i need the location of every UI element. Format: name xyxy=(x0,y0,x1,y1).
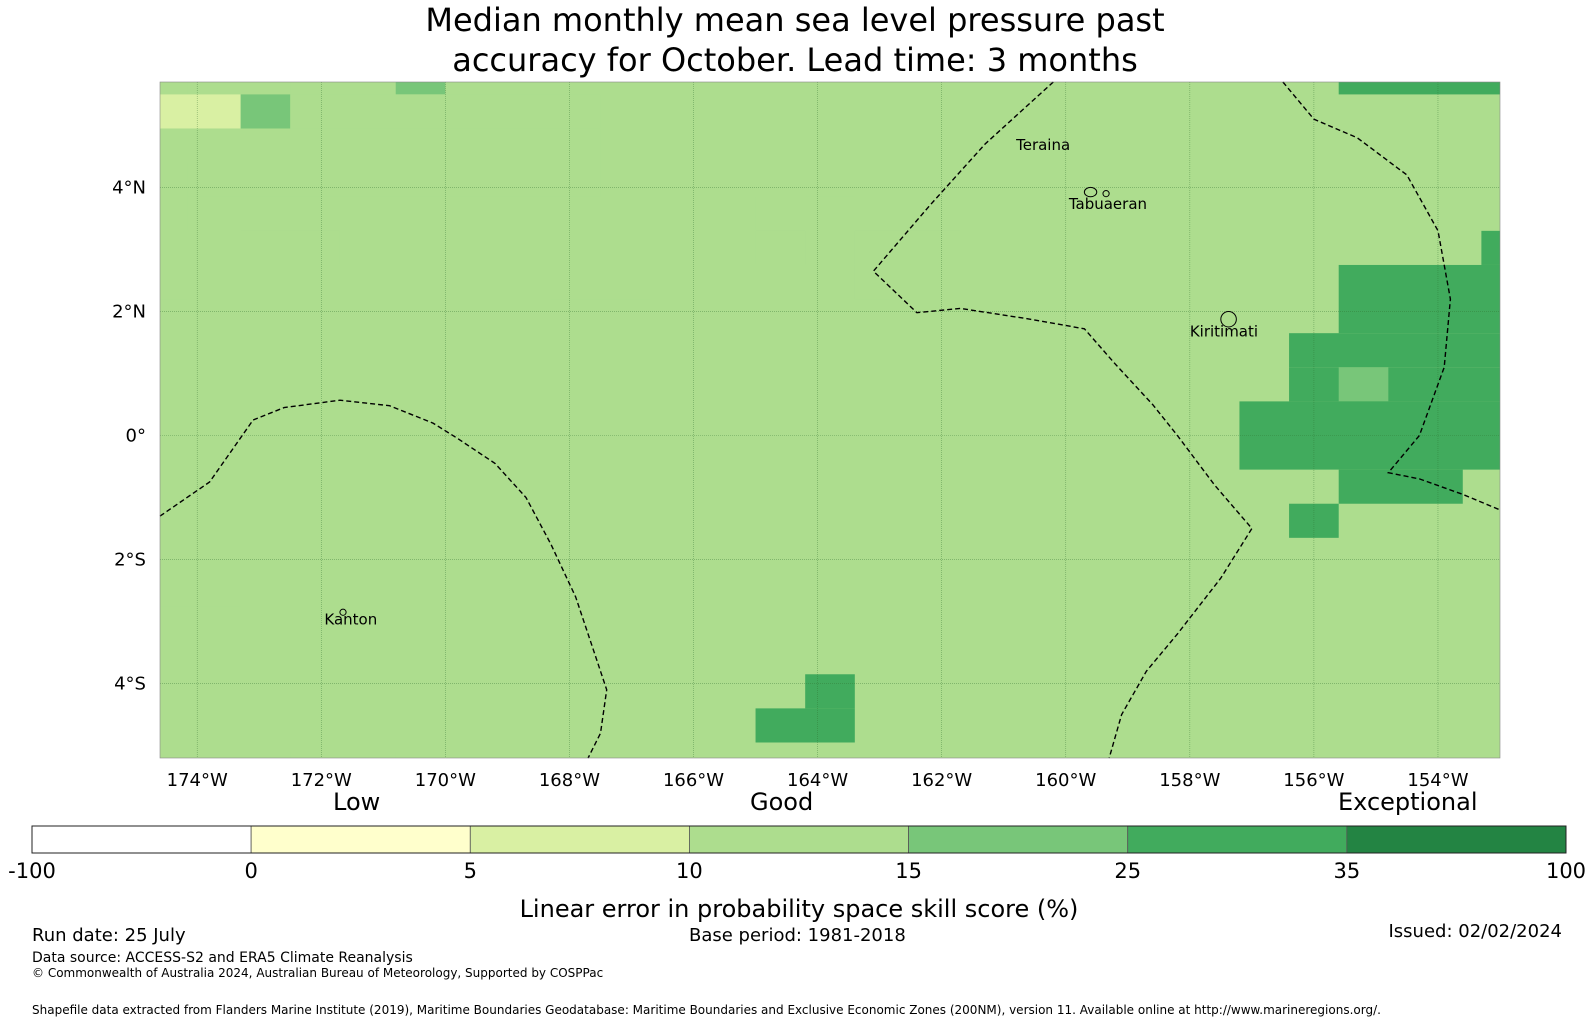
colorbar-tick-label: 25 xyxy=(1114,859,1141,883)
skill-cell xyxy=(160,94,241,129)
colorbar-segment xyxy=(250,825,471,854)
island-outline xyxy=(339,608,347,616)
skill-cell xyxy=(1481,230,1500,265)
lat-tick-label: 4°S xyxy=(114,674,146,695)
legend-category-low: Low xyxy=(333,788,381,816)
skill-cell xyxy=(1338,82,1500,95)
skill-cell xyxy=(240,230,340,265)
skill-cell xyxy=(1338,469,1463,504)
colorbar-segment xyxy=(908,825,1129,854)
skill-cell xyxy=(395,82,446,95)
colorbar-tick-label: 5 xyxy=(464,859,477,883)
skill-cell xyxy=(290,751,396,758)
lon-tick-label: 168°W xyxy=(539,770,600,791)
colorbar-segment xyxy=(1346,825,1567,854)
lon-tick-label: 154°W xyxy=(1407,770,1468,791)
island-label: Kiritimati xyxy=(1190,322,1258,340)
skill-cell xyxy=(805,162,855,197)
skill-cell xyxy=(805,674,855,709)
colorbar-axis-label: Linear error in probability space skill … xyxy=(520,895,1079,923)
lon-tick-label: 158°W xyxy=(1159,770,1220,791)
skill-cell xyxy=(160,264,188,300)
lat-tick-label: 0° xyxy=(126,426,146,447)
data-source: Data source: ACCESS-S2 and ERA5 Climate … xyxy=(32,950,413,966)
skill-cell xyxy=(290,82,396,95)
island-label: Teraina xyxy=(1015,136,1070,154)
island-label: Tabuaeran xyxy=(1068,195,1147,213)
lat-tick-label: 2°N xyxy=(112,301,146,322)
copyright: © Commonwealth of Australia 2024, Austra… xyxy=(32,966,604,980)
island-outline xyxy=(1220,310,1237,328)
lon-tick-label: 160°W xyxy=(1035,770,1096,791)
lon-tick-label: 162°W xyxy=(911,770,972,791)
skill-cell xyxy=(1289,333,1500,368)
lon-tick-label: 172°W xyxy=(291,770,352,791)
skill-cell xyxy=(854,264,911,300)
skill-cell xyxy=(187,162,601,197)
skill-cell xyxy=(1289,367,1500,402)
issued-date: Issued: 02/02/2024 xyxy=(1388,921,1562,942)
base-period: Base period: 1981-2018 xyxy=(689,925,906,946)
skill-cell xyxy=(445,82,495,95)
skill-cell xyxy=(1338,264,1500,334)
shapefile-credit: Shapefile data extracted from Flanders M… xyxy=(32,1003,1381,1017)
colorbar-segment xyxy=(689,825,909,854)
map-frame xyxy=(159,81,1501,759)
colorbar-frame xyxy=(31,825,1567,854)
lon-tick-label: 174°W xyxy=(167,770,228,791)
skill-cell xyxy=(755,708,855,743)
title-line-1: Median monthly mean sea level pressure p… xyxy=(425,1,1165,39)
skill-cell xyxy=(1338,367,1389,402)
colorbar-segment xyxy=(31,825,252,854)
colorbar-tick-label: 35 xyxy=(1333,859,1360,883)
skill-cell xyxy=(755,230,806,265)
colorbar-tick-label: -100 xyxy=(8,859,56,883)
legend-category-exceptional: Exceptional xyxy=(1338,788,1478,816)
island-outline xyxy=(1083,186,1098,198)
skill-cell xyxy=(755,196,1017,231)
skill-cell xyxy=(160,606,241,641)
lon-tick-label: 164°W xyxy=(787,770,848,791)
run-date: Run date: 25 July xyxy=(32,925,186,946)
skill-cell xyxy=(187,196,551,231)
skill-cell xyxy=(160,128,601,163)
skill-cell xyxy=(854,230,961,265)
lon-tick-label: 170°W xyxy=(415,770,476,791)
colorbar-segment xyxy=(1127,825,1348,854)
colorbar-tick-label: 10 xyxy=(676,859,703,883)
skill-cell xyxy=(550,264,651,300)
title-line-2: accuracy for October. Lead time: 3 month… xyxy=(452,41,1138,79)
eez-boundary xyxy=(872,81,1253,759)
chart-title: Median monthly mean sea level pressure p… xyxy=(0,0,1590,80)
colorbar-segment xyxy=(469,825,690,854)
island-label: Kanton xyxy=(324,611,377,629)
legend-category-good: Good xyxy=(750,788,814,816)
skill-cell xyxy=(290,94,601,129)
lat-tick-label: 2°S xyxy=(114,550,146,571)
colorbar-tick-label: 15 xyxy=(895,859,922,883)
lon-tick-label: 166°W xyxy=(663,770,724,791)
eez-boundary xyxy=(159,399,608,759)
island-outline xyxy=(1102,190,1110,198)
colorbar-tick-label: 0 xyxy=(244,859,257,883)
colorbar-tick-label: 100 xyxy=(1546,859,1586,883)
lon-tick-label: 156°W xyxy=(1283,770,1344,791)
lat-tick-label: 4°N xyxy=(112,177,146,198)
skill-cell xyxy=(240,94,291,129)
